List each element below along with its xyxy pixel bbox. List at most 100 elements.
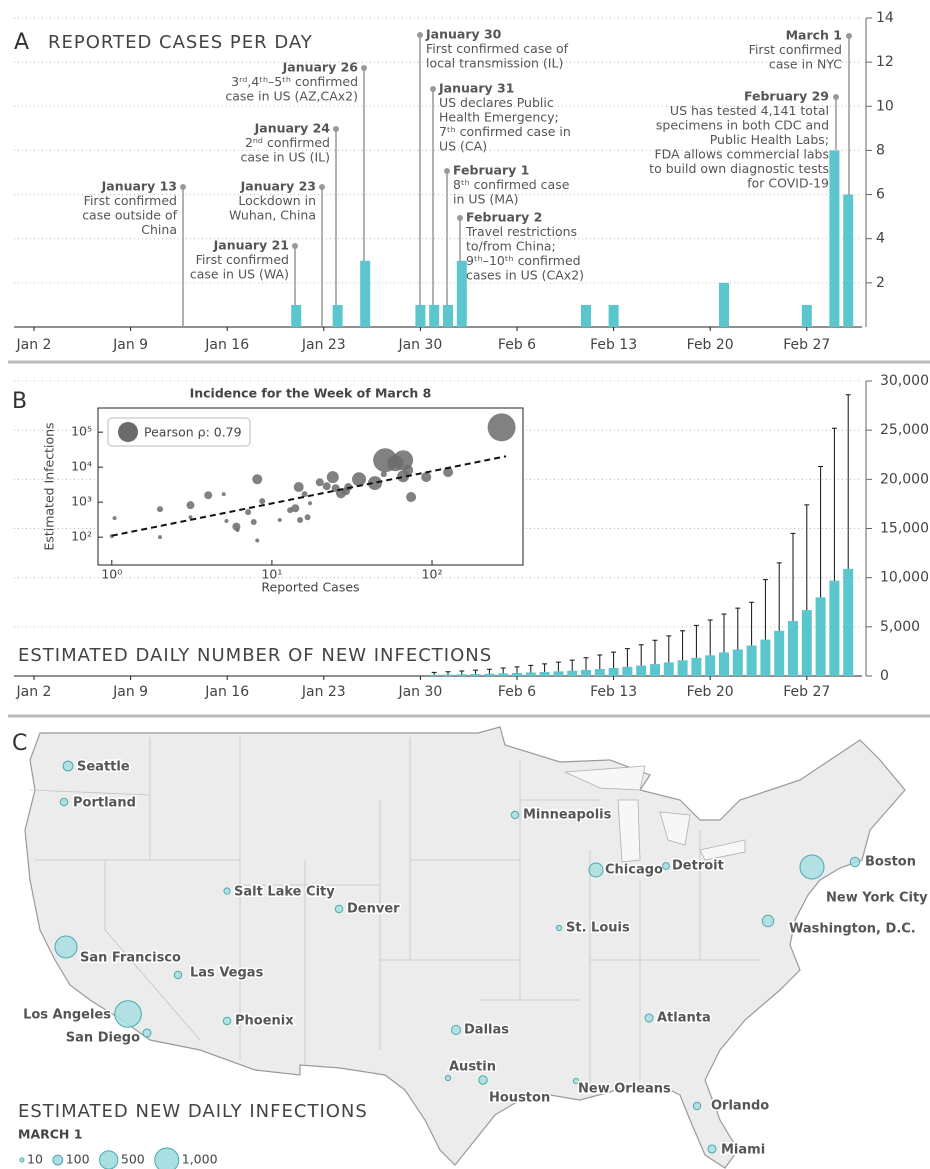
bar [843, 194, 854, 327]
annotation-text: First confirmed [196, 252, 289, 267]
x-tick-label: Feb 6 [498, 337, 536, 353]
annotation-text: Wuhan, China [229, 208, 316, 223]
legend-label: 500 [121, 1152, 145, 1167]
city-label: New York City [826, 891, 928, 906]
error-bar [735, 607, 741, 650]
bar [484, 673, 495, 676]
city-label: Los Angeles [23, 1008, 111, 1023]
city-label: Minneapolis [523, 808, 612, 823]
error-bar [624, 648, 630, 667]
bar [456, 260, 467, 327]
panel-label: C [12, 731, 27, 756]
bar [829, 580, 840, 676]
city-label: San Diego [66, 1031, 140, 1046]
annotation-text: 7ᵗʰ confirmed case in [439, 124, 571, 139]
y-tick-label: 10⁵ [71, 424, 92, 439]
scatter-point [221, 492, 226, 497]
bar [608, 304, 619, 327]
error-bar [500, 667, 506, 674]
legend-label: 100 [66, 1152, 90, 1167]
x-tick-label: Feb 27 [783, 684, 830, 700]
city-bubble [54, 935, 78, 959]
error-bar [486, 668, 492, 674]
scatter-point [250, 519, 257, 526]
city-bubble [662, 862, 670, 870]
x-tick-label: Feb 20 [687, 684, 734, 700]
y-tick-label: 14 [876, 10, 894, 26]
city-label: New Orleans [578, 1082, 671, 1097]
bar [291, 304, 302, 327]
annotation-text: 9ᵗʰ–10ᵗʰ confirmed [466, 253, 581, 268]
bar [608, 668, 619, 676]
scatter-point [352, 472, 367, 487]
x-tick-label: Feb 6 [498, 684, 536, 700]
city-bubble [334, 904, 344, 914]
annotation-text: case in NYC [769, 57, 842, 72]
city-bubble [572, 1077, 580, 1085]
error-bar [555, 661, 561, 672]
city-bubble [114, 1000, 142, 1028]
annotation-text: cases in US (CAx2) [466, 268, 584, 283]
scatter-point [293, 482, 304, 493]
annotation-text: First confirmed [84, 193, 177, 208]
x-tick-label: Jan 30 [397, 337, 442, 353]
inset-title: Incidence for the Week of March 8 [190, 386, 432, 401]
y-tick-label: 6 [876, 187, 885, 203]
error-bar [680, 630, 686, 661]
error-bar [459, 670, 465, 675]
scatter-point [252, 474, 263, 485]
annotation-dot [457, 215, 463, 221]
annotation-text: China [141, 222, 177, 237]
bar [581, 304, 591, 327]
annotation-dot [361, 65, 367, 71]
annotation-dot [430, 86, 436, 92]
y-tick-label: 10 [876, 98, 894, 114]
city-label: San Francisco [80, 951, 181, 966]
city-label: Orlando [711, 1099, 769, 1114]
bar [360, 260, 371, 327]
y-tick-label: 10² [71, 529, 92, 544]
city-bubble [761, 914, 775, 928]
scatter-point [156, 506, 163, 513]
error-bar [597, 654, 603, 670]
error-bar [707, 619, 713, 656]
annotation-text: First confirmed [749, 42, 842, 57]
annotation-title: January 23 [240, 179, 316, 194]
bar [567, 670, 578, 676]
bar [732, 649, 743, 676]
bar [415, 304, 426, 327]
scatter-point [367, 476, 382, 491]
city-label: Dallas [464, 1023, 509, 1038]
scatter-point [291, 504, 300, 513]
map-title: ESTIMATED NEW DAILY INFECTIONS [18, 1101, 368, 1122]
y-tick-label: 10,000 [880, 570, 929, 586]
bar [470, 674, 481, 676]
annotation-title: February 1 [453, 163, 529, 178]
error-bar [721, 613, 727, 653]
scatter-point [403, 465, 414, 476]
x-tick-label: Jan 23 [301, 684, 346, 700]
panel-title: ESTIMATED DAILY NUMBER OF NEW INFECTIONS [18, 645, 492, 666]
y-tick-label: 5,000 [880, 619, 920, 635]
bar [705, 655, 716, 676]
bar [788, 620, 798, 676]
panel-title: REPORTED CASES PER DAY [48, 32, 313, 53]
city-bubble [555, 924, 563, 932]
annotation-dot [444, 168, 450, 174]
annotation-dot [292, 243, 298, 249]
scatter-point [443, 467, 454, 478]
city-bubble [644, 1013, 654, 1023]
annotation-title: January 13 [101, 179, 177, 194]
legend-label: 10 [27, 1152, 43, 1167]
city-bubble [62, 760, 74, 772]
city-bubble [173, 970, 183, 980]
annotation-title: January 31 [438, 81, 514, 96]
annotation-dot [319, 184, 325, 190]
error-bar [542, 663, 548, 672]
annotation-text: Travel restrictions [465, 224, 577, 239]
bar [650, 664, 660, 676]
bar [429, 674, 440, 676]
bar [429, 304, 440, 327]
bar [636, 665, 647, 676]
y-tick-label: 15,000 [880, 521, 929, 537]
